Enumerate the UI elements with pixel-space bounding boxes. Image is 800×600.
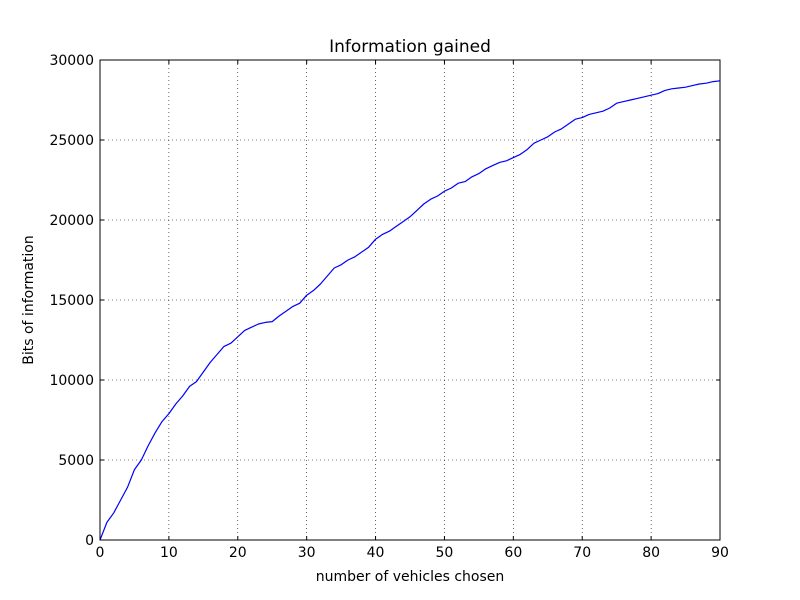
x-tick-label: 60 [504,545,522,561]
y-tick-label: 25000 [49,133,94,149]
x-tick-label: 10 [160,545,178,561]
x-tick-label: 90 [711,545,729,561]
x-tick-label: 30 [298,545,316,561]
x-tick-label: 70 [573,545,591,561]
x-axis-label: number of vehicles chosen [316,569,505,585]
y-tick-label: 15000 [49,293,94,309]
y-tick-label: 0 [85,533,94,549]
series-layer [99,80,721,541]
series-line [99,80,721,541]
x-tick-label: 0 [96,545,105,561]
y-tick-label: 30000 [49,53,94,69]
y-tick-labels: 0 5000 10000 15000 20000 25000 30000 [49,53,94,549]
chart-title: Information gained [329,37,491,57]
y-axis-label: Bits of information [21,235,37,364]
x-tick-labels: 0 10 20 30 40 50 60 70 80 90 [96,545,729,561]
x-tick-label: 40 [367,545,385,561]
x-tick-label: 20 [229,545,247,561]
y-tick-label: 5000 [58,453,94,469]
x-tick-label: 80 [642,545,660,561]
x-tick-label: 50 [436,545,454,561]
y-tick-label: 20000 [49,213,94,229]
y-tick-label: 10000 [49,373,94,389]
axis-ticks [99,59,721,541]
grid-lines [100,60,720,540]
